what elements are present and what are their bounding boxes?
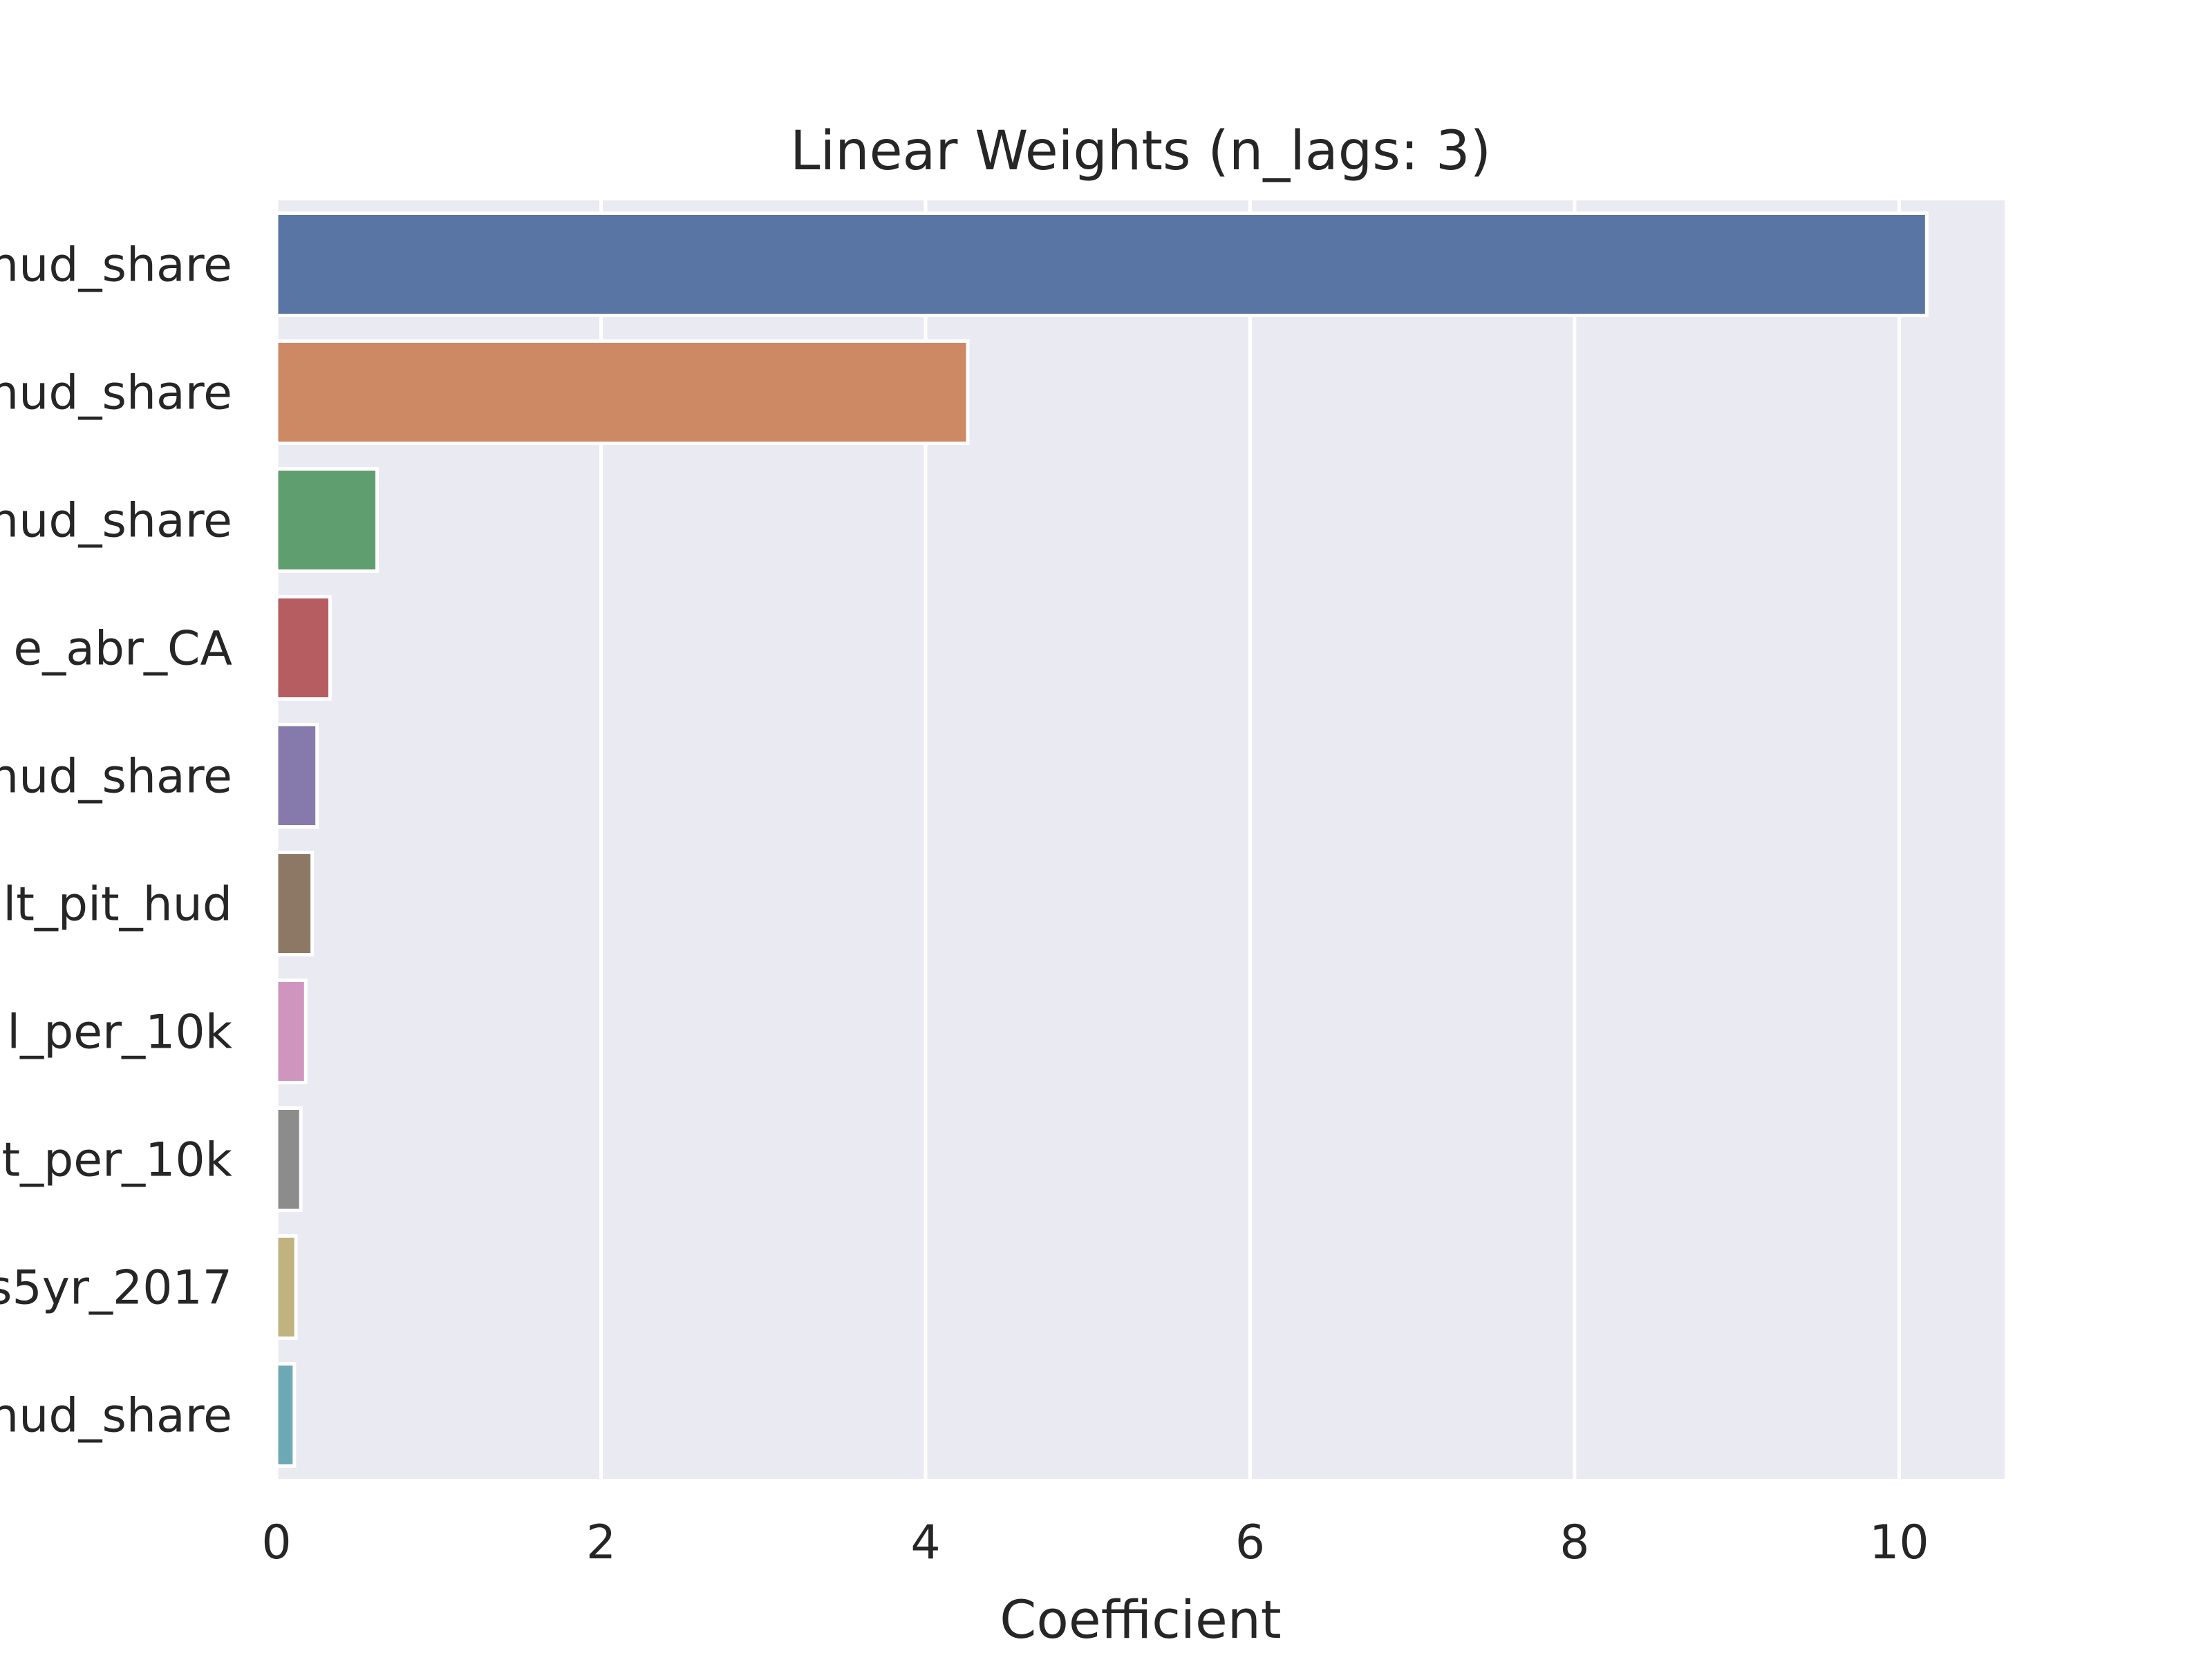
bar <box>274 467 379 573</box>
x-tick-label: 4 <box>910 1515 940 1570</box>
category-label: hud_share <box>0 366 232 421</box>
category-label: hud_share <box>0 1389 232 1444</box>
x-tick-label: 2 <box>586 1515 616 1570</box>
chart-title: Linear Weights (n_lags: 3) <box>790 120 1491 182</box>
bar <box>274 851 315 956</box>
bar <box>274 1362 297 1468</box>
x-tick-labels: 0 2 4 6 8 10 <box>261 1515 1929 1570</box>
category-labels: hud_share hud_share hud_share e_abr_CA hud_s… <box>0 238 233 1444</box>
bar <box>274 979 308 1084</box>
category-label: s5yr_2017 <box>0 1261 232 1316</box>
bars <box>274 211 1929 1468</box>
x-tick-label: 10 <box>1869 1515 1929 1570</box>
category-label: hud_share <box>0 494 232 549</box>
category-label: hud_share <box>0 238 232 293</box>
x-axis-label: Coefficient <box>1000 1589 1281 1650</box>
x-tick-label: 6 <box>1235 1515 1265 1570</box>
category-label: lt_pit_hud <box>3 878 232 932</box>
x-tick-label: 8 <box>1559 1515 1589 1570</box>
bar <box>274 339 970 445</box>
bar <box>274 723 319 829</box>
category-label: l_per_10k <box>7 1005 232 1060</box>
bar <box>274 1234 298 1340</box>
x-tick-label: 0 <box>261 1515 291 1570</box>
category-label: e_abr_CA <box>13 622 232 677</box>
bar <box>274 1106 303 1212</box>
category-label: t_per_10k <box>1 1133 232 1188</box>
bar <box>274 595 332 701</box>
category-label: hud_share <box>0 750 232 804</box>
bar <box>274 211 1929 317</box>
